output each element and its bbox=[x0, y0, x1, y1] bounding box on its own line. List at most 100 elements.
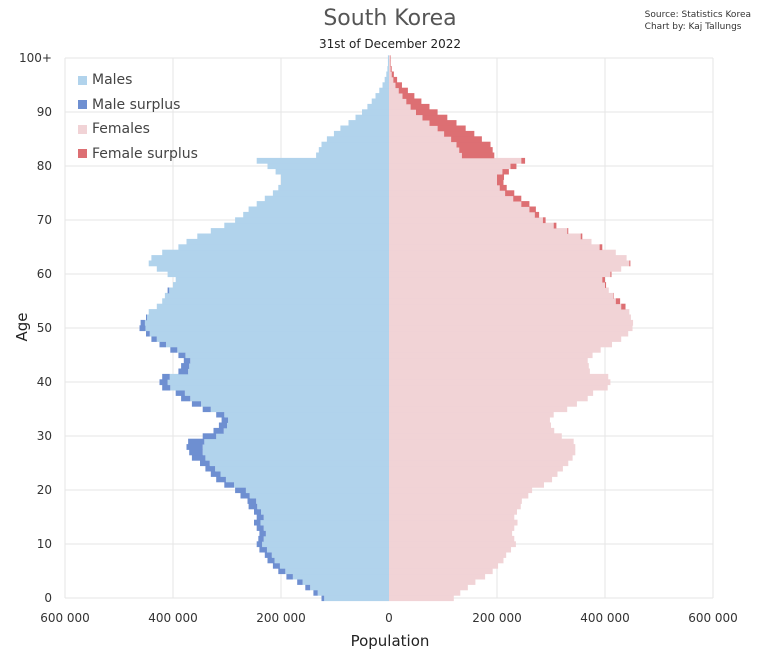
bar-female-surplus bbox=[456, 141, 491, 148]
bar-female bbox=[389, 357, 588, 364]
bar-male bbox=[362, 109, 389, 116]
bar-female-surplus bbox=[459, 147, 493, 153]
bar-female bbox=[389, 562, 499, 569]
bar-female bbox=[389, 579, 476, 585]
bar-male bbox=[371, 98, 389, 105]
bar-female-surplus bbox=[499, 184, 507, 191]
bar-female bbox=[389, 152, 462, 159]
bar-female bbox=[389, 271, 611, 278]
bar-female bbox=[389, 217, 543, 224]
bar-male bbox=[223, 427, 389, 434]
bar-female-surplus bbox=[521, 201, 530, 207]
bar-male bbox=[164, 292, 389, 299]
bar-male bbox=[263, 535, 389, 542]
bar-female-surplus bbox=[580, 233, 583, 240]
bar-male-surplus bbox=[272, 562, 280, 569]
bar-male-surplus bbox=[202, 433, 217, 440]
bar-male bbox=[375, 93, 389, 99]
bar-female bbox=[389, 157, 522, 164]
bar-male-surplus bbox=[139, 325, 146, 332]
source-line: Source: Statistics Korea bbox=[644, 10, 751, 20]
bar-male-surplus bbox=[183, 357, 191, 364]
bar-male-surplus bbox=[188, 438, 205, 445]
bar-female bbox=[389, 238, 592, 245]
bar-male-surplus bbox=[151, 336, 157, 342]
bar-male bbox=[387, 55, 389, 62]
bar-male-surplus bbox=[178, 368, 189, 375]
bar-male-surplus bbox=[146, 330, 150, 337]
bar-male bbox=[264, 195, 389, 202]
bar-male bbox=[210, 228, 389, 234]
bar-female bbox=[389, 298, 616, 305]
bar-male bbox=[210, 406, 389, 413]
bar-female bbox=[389, 179, 497, 186]
bar-female bbox=[389, 519, 518, 526]
bar-female bbox=[389, 514, 515, 521]
bar-male-surplus bbox=[256, 541, 263, 548]
bar-male-surplus bbox=[313, 589, 318, 596]
bar-male-surplus bbox=[248, 503, 258, 510]
bar-male bbox=[201, 400, 389, 407]
bar-male-surplus bbox=[146, 314, 148, 321]
y-tick-label: 80 bbox=[37, 159, 52, 173]
bar-female bbox=[389, 352, 593, 359]
bar-male bbox=[340, 125, 389, 132]
bar-female bbox=[389, 184, 500, 191]
x-tick-label: 200 000 bbox=[472, 611, 522, 625]
bar-male bbox=[260, 519, 389, 526]
legend-label-males: Males bbox=[92, 72, 133, 89]
bar-male bbox=[386, 71, 389, 78]
bar-female bbox=[389, 336, 622, 342]
bar-male bbox=[234, 481, 389, 488]
bar-female bbox=[389, 379, 611, 386]
bar-male-surplus bbox=[162, 384, 171, 391]
bar-female bbox=[389, 444, 576, 450]
bar-male bbox=[148, 260, 389, 267]
bar-male bbox=[302, 579, 389, 585]
bar-female-surplus bbox=[391, 71, 394, 78]
bar-female bbox=[389, 481, 544, 488]
bar-male-surplus bbox=[216, 476, 226, 483]
bar-male bbox=[170, 384, 389, 391]
x-tick-label: 600 000 bbox=[688, 611, 738, 625]
bar-male bbox=[162, 249, 389, 256]
bar-female-surplus bbox=[416, 109, 438, 116]
bar-female-surplus bbox=[497, 179, 504, 186]
source-note: Source: Statistics Korea Chart by: Kaj T… bbox=[645, 9, 751, 33]
bar-female-surplus bbox=[406, 98, 422, 105]
bar-female bbox=[389, 422, 551, 429]
bar-female bbox=[389, 276, 603, 283]
bar-male bbox=[316, 152, 389, 159]
bar-female bbox=[389, 535, 515, 542]
bar-female bbox=[389, 487, 533, 494]
bar-female bbox=[389, 530, 513, 537]
bar-female bbox=[389, 525, 515, 531]
bar-male-surplus bbox=[321, 595, 325, 602]
bar-female bbox=[389, 287, 609, 294]
bar-female bbox=[389, 573, 486, 580]
bar-male bbox=[318, 147, 389, 153]
bar-male-surplus bbox=[256, 514, 264, 521]
bar-male bbox=[271, 552, 389, 558]
x-tick-label: 200 000 bbox=[256, 611, 306, 625]
y-tick-label: 0 bbox=[44, 591, 52, 605]
bar-male-surplus bbox=[254, 519, 261, 526]
bar-male bbox=[144, 319, 389, 326]
bar-female bbox=[389, 411, 554, 418]
bar-male bbox=[190, 357, 389, 364]
bar-female-surplus bbox=[615, 298, 621, 305]
bar-female bbox=[389, 508, 517, 515]
bar-male bbox=[177, 346, 389, 353]
bar-female bbox=[389, 363, 589, 369]
bar-female-surplus bbox=[605, 282, 607, 288]
bar-female bbox=[389, 147, 460, 153]
legend: Males Male surplus Females Female surplu… bbox=[78, 68, 198, 166]
bar-female bbox=[389, 492, 529, 499]
legend-item-females: Females bbox=[78, 117, 198, 142]
bar-female bbox=[389, 384, 608, 391]
bar-male bbox=[173, 282, 389, 288]
bar-male bbox=[225, 476, 389, 483]
bar-female bbox=[389, 568, 493, 575]
bar-male bbox=[275, 168, 389, 175]
bar-male-surplus bbox=[213, 427, 224, 434]
